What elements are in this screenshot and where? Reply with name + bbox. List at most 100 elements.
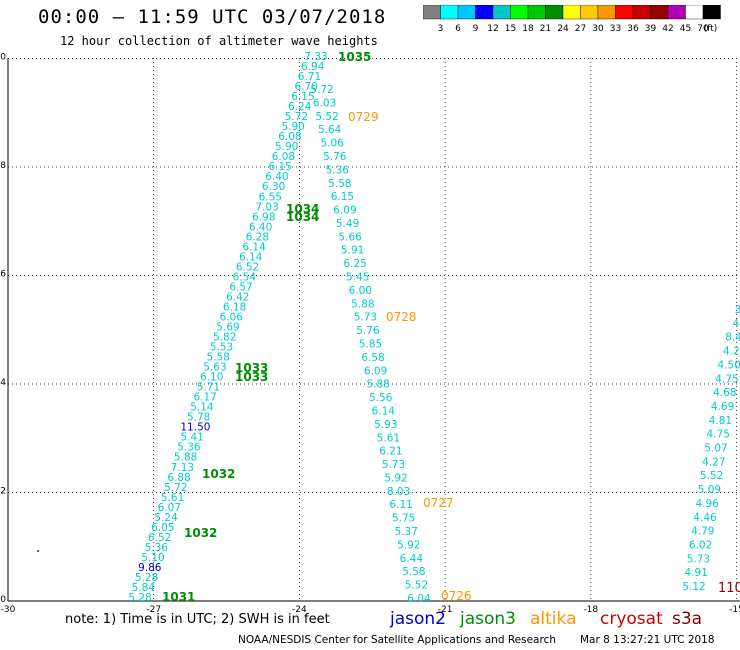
colorbar-label: 12 <box>487 24 498 34</box>
swh-value: 5.52 <box>315 111 338 123</box>
swh-value: 6.14 <box>242 241 266 253</box>
swh-value: 6.88 <box>167 472 190 484</box>
swh-value: 5.37 <box>395 526 418 538</box>
swh-value: 6.58 <box>361 352 384 364</box>
legend-cryosat: cryosat <box>600 609 663 629</box>
swh-value: 5.75 <box>392 513 415 525</box>
page-subtitle: 12 hour collection of altimeter wave hei… <box>60 34 378 48</box>
swh-value: 5.71 <box>197 382 220 394</box>
swh-value: 5.64 <box>318 124 342 136</box>
swh-value: 6.28 <box>246 231 269 243</box>
swh-value: 6.24 <box>288 101 312 113</box>
swh-value: 5.06 <box>321 138 345 150</box>
swh-value: 5.85 <box>359 339 382 351</box>
lat-tick-label: 10 <box>0 53 6 63</box>
pass-label-jason3: 1034 <box>286 202 319 216</box>
swh-value: 6.02 <box>689 539 712 551</box>
colorbar-label: 30 <box>592 24 604 34</box>
pass-label-altika: 0726 <box>441 589 472 603</box>
swh-value: 5.10 <box>141 552 164 564</box>
colorbar-label: 21 <box>540 24 551 34</box>
swh-value: 5.61 <box>161 492 184 504</box>
swh-value: 6.10 <box>200 372 223 384</box>
pass-label-jason3: 1033 <box>235 361 268 375</box>
swh-value: 6.42 <box>226 291 249 303</box>
swh-value: 5.90 <box>281 121 304 133</box>
swh-value: 5.36 <box>177 442 201 454</box>
swh-value: 5.53 <box>210 342 233 354</box>
credit-text: NOAA/NESDIS Center for Satellite Applica… <box>238 634 556 646</box>
swh-value: 6.52 <box>148 532 171 544</box>
swh-value: 6.52 <box>236 261 259 273</box>
swh-value: 4.2 <box>723 346 740 358</box>
swh-value: 6.98 <box>252 211 275 223</box>
swh-value: 5.78 <box>187 412 210 424</box>
swh-value: 4.50 <box>718 359 740 371</box>
pass-label-jason3: 1032 <box>184 526 217 540</box>
pass-label-jason3: 1033 <box>235 370 268 384</box>
swh-value: 7.33 <box>304 51 327 63</box>
pass-label-jason3: 1031 <box>162 590 195 604</box>
colorbar-label: (ft) <box>704 24 718 34</box>
swh-value: 6.04 <box>407 593 431 605</box>
lon-tick-label: -15 <box>729 605 740 615</box>
swh-value: 5.52 <box>700 470 723 482</box>
swh-value: 5.88 <box>366 379 389 391</box>
lon-tick-label: -24 <box>292 605 307 615</box>
swh-value: 5.90 <box>275 141 298 153</box>
swh-value: 6.17 <box>193 392 216 404</box>
colorbar-label: 6 <box>455 24 461 34</box>
swh-value: 6.03 <box>313 97 336 109</box>
swh-value: 6.44 <box>400 553 424 565</box>
swh-value: 4.69 <box>711 401 734 413</box>
swh-value: 5.66 <box>338 231 362 243</box>
swh-value: 4.75 <box>715 373 738 385</box>
swh-value: 6.57 <box>229 281 252 293</box>
swh-value: 5.41 <box>180 432 203 444</box>
pass-label-jason3: 1032 <box>202 467 235 481</box>
swh-value: 6.94 <box>301 61 325 73</box>
swh-value: 5.92 <box>384 472 407 484</box>
swh-value: 4.79 <box>691 526 714 538</box>
swh-value: 5.07 <box>704 443 727 455</box>
swh-value: 5.49 <box>336 218 359 230</box>
swh-value: 5.58 <box>207 352 230 364</box>
swh-value: 5.14 <box>190 402 214 414</box>
swh-value: 5.88 <box>351 298 374 310</box>
lat-tick-label: 2 <box>0 487 6 497</box>
swh-value: 5.73 <box>382 459 405 471</box>
swh-value: 3 <box>735 304 740 316</box>
swh-value: 6.18 <box>223 301 246 313</box>
colorbar-label: 15 <box>505 24 516 34</box>
swh-value: 5.58 <box>328 178 351 190</box>
swh-value: 5.82 <box>213 332 236 344</box>
pass-label-altika: 0727 <box>423 496 454 510</box>
swh-value: 5.61 <box>377 432 400 444</box>
swh-value: 6.07 <box>158 502 181 514</box>
swh-value: 5.09 <box>698 484 721 496</box>
swh-value: 5.63 <box>203 362 226 374</box>
colorbar-label: 9 <box>473 24 479 34</box>
swh-value: 5.12 <box>682 581 705 593</box>
swh-value: 5.73 <box>354 312 377 324</box>
swh-value: 5.72 <box>310 84 333 96</box>
legend-s3a: s3a <box>672 609 703 629</box>
swh-value: 5.88 <box>174 452 197 464</box>
swh-value: 5.91 <box>341 245 364 257</box>
colorbar-label: 36 <box>627 24 639 34</box>
colorbar-label: 18 <box>522 24 534 34</box>
swh-value: 6.14 <box>239 251 263 263</box>
swh-value: 5.24 <box>154 512 178 524</box>
swh-value: 5.72 <box>285 111 308 123</box>
swh-value: 6.21 <box>379 446 402 458</box>
pass-label-cryosat: 110 <box>718 581 740 596</box>
swh-value: 4.27 <box>702 456 725 468</box>
swh-value: 5.58 <box>402 566 425 578</box>
colorbar-label: 27 <box>575 24 586 34</box>
swh-value: 5.76 <box>323 151 347 163</box>
legend-altika: altika <box>530 609 577 629</box>
map-dot <box>37 550 39 552</box>
pass-label-altika: 0729 <box>348 110 379 124</box>
swh-value: 6.08 <box>278 131 301 143</box>
